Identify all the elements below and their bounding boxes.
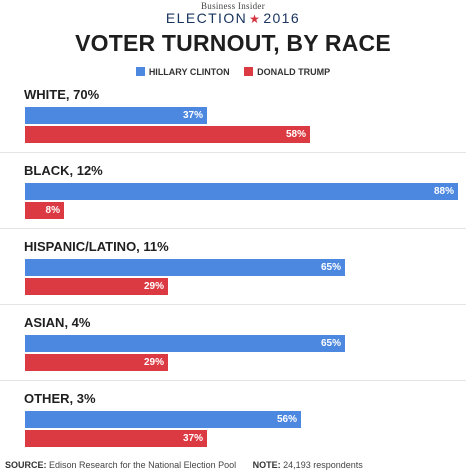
bar-trump: 37% [25, 430, 207, 447]
source-label: SOURCE: [5, 460, 47, 470]
bar-trump: 29% [25, 278, 168, 295]
legend: HILLARY CLINTON DONALD TRUMP [0, 67, 466, 77]
note-text: 24,193 respondents [283, 460, 363, 470]
bar-clinton: 65% [25, 335, 345, 352]
legend-label-trump: DONALD TRUMP [257, 67, 331, 77]
note-block: NOTE: 24,193 respondents [253, 460, 363, 470]
bar-value-label: 65% [320, 262, 341, 273]
bar-trump: 29% [25, 354, 168, 371]
chart-title: VOTER TURNOUT, BY RACE [75, 30, 391, 56]
bar-value-label: 29% [143, 281, 164, 292]
group-label: OTHER, 3% [24, 391, 96, 406]
legend-item-clinton: HILLARY CLINTON [135, 67, 230, 77]
election-logo: ELECTION ★ 2016 [0, 10, 466, 26]
election-year: 2016 [263, 10, 301, 26]
group-divider [0, 152, 466, 153]
bar-value-label: 8% [45, 205, 60, 216]
bar-trump: 58% [25, 126, 310, 143]
group-label: ASIAN, 4% [24, 315, 91, 330]
election-word: ELECTION [165, 10, 248, 26]
bar-clinton: 88% [25, 183, 458, 200]
legend-label-clinton: HILLARY CLINTON [148, 67, 230, 77]
bar-value-label: 58% [285, 129, 306, 140]
footer: SOURCE: Edison Research for the National… [5, 460, 363, 470]
note-label: NOTE: [252, 460, 281, 470]
bar-value-label: 29% [143, 357, 164, 368]
group-label: BLACK, 12% [24, 163, 103, 178]
bar-value-label: 65% [320, 338, 341, 349]
group-divider [0, 304, 466, 305]
legend-item-trump: DONALD TRUMP [244, 67, 330, 77]
bar-value-label: 56% [276, 414, 297, 425]
bar-value-label: 37% [182, 110, 203, 121]
bar-value-label: 88% [433, 186, 454, 197]
bar-clinton: 37% [25, 107, 207, 124]
bar-value-label: 37% [182, 433, 203, 444]
source-text: Edison Research for the National Electio… [49, 460, 237, 470]
brand-name: Business Insider [200, 1, 266, 11]
group-divider [0, 228, 466, 229]
legend-swatch-trump [244, 67, 254, 76]
bar-trump: 8% [25, 202, 64, 219]
group-label: WHITE, 70% [24, 87, 100, 102]
star-icon: ★ [249, 12, 262, 26]
group-divider [0, 380, 466, 381]
bar-clinton: 56% [25, 411, 301, 428]
group-label: HISPANIC/LATINO, 11% [24, 239, 169, 254]
legend-swatch-clinton [135, 67, 145, 76]
bar-clinton: 65% [25, 259, 345, 276]
